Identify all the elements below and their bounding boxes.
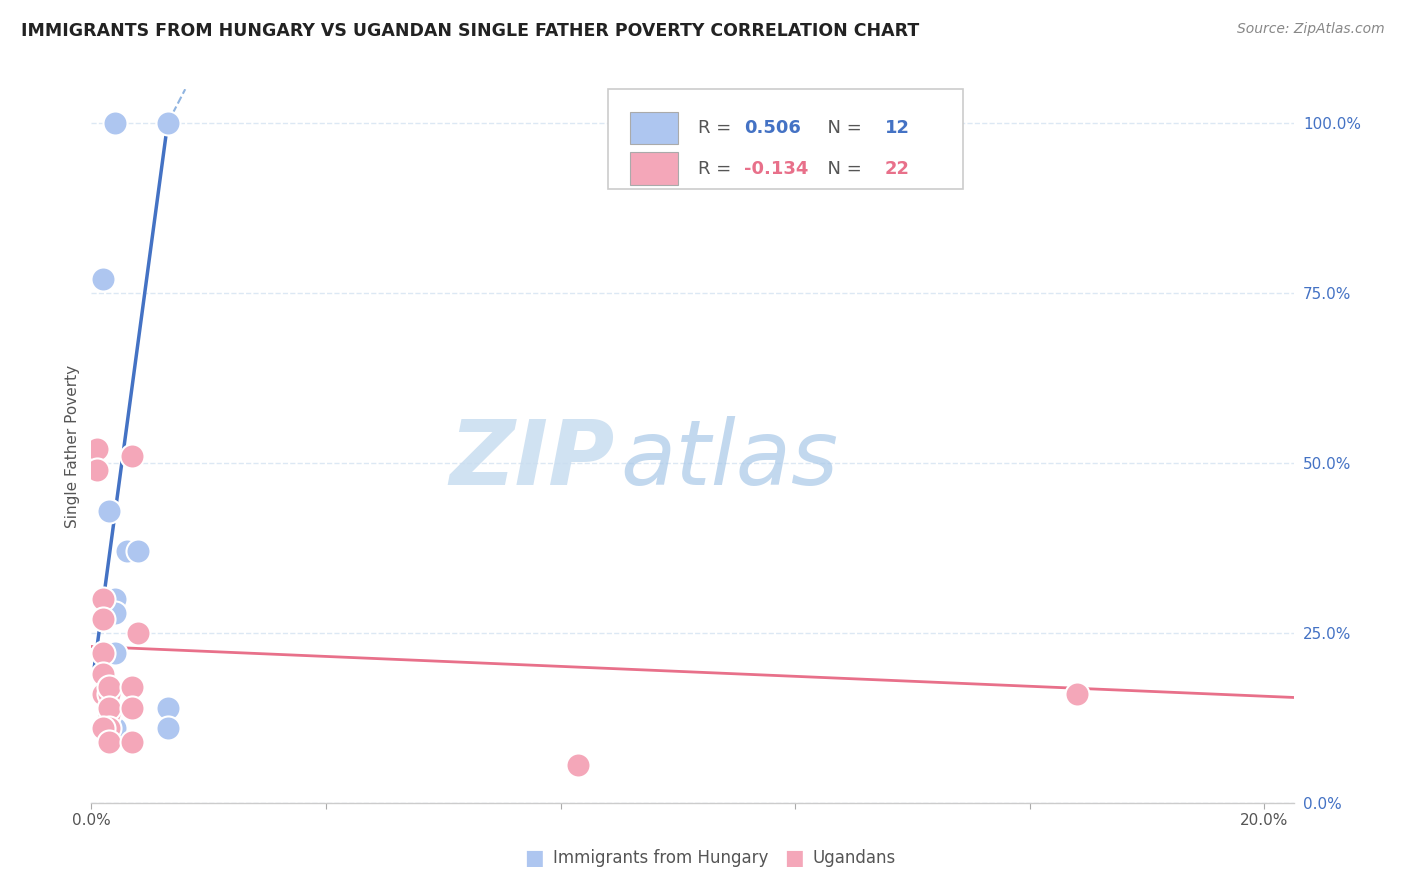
Point xyxy=(98,707,121,722)
Point xyxy=(121,700,143,714)
Point xyxy=(91,612,114,626)
Text: N =: N = xyxy=(817,119,868,137)
Text: N =: N = xyxy=(817,160,868,178)
Point xyxy=(156,116,179,130)
Point xyxy=(156,700,179,714)
Text: 12: 12 xyxy=(884,119,910,137)
Point xyxy=(121,680,143,694)
Point xyxy=(98,734,121,748)
Text: R =: R = xyxy=(699,119,738,137)
Text: ■: ■ xyxy=(785,848,804,868)
Point xyxy=(98,700,121,714)
Text: Ugandans: Ugandans xyxy=(813,849,896,867)
Point xyxy=(86,463,108,477)
Point xyxy=(91,666,114,681)
Point xyxy=(91,687,114,701)
Text: 0.506: 0.506 xyxy=(744,119,801,137)
Point xyxy=(98,680,121,694)
Point xyxy=(156,721,179,735)
Point xyxy=(127,626,149,640)
Point xyxy=(98,503,121,517)
Point xyxy=(91,591,114,606)
Point xyxy=(98,721,121,735)
Point xyxy=(104,116,127,130)
Point xyxy=(91,646,114,660)
Text: ZIP: ZIP xyxy=(449,417,614,504)
Point xyxy=(98,687,121,701)
Point xyxy=(91,272,114,286)
Text: IMMIGRANTS FROM HUNGARY VS UGANDAN SINGLE FATHER POVERTY CORRELATION CHART: IMMIGRANTS FROM HUNGARY VS UGANDAN SINGL… xyxy=(21,22,920,40)
Text: ■: ■ xyxy=(524,848,544,868)
Point xyxy=(121,734,143,748)
Point xyxy=(86,442,108,457)
Point xyxy=(1066,687,1088,701)
Point xyxy=(104,606,127,620)
Text: atlas: atlas xyxy=(620,417,838,504)
FancyBboxPatch shape xyxy=(609,89,963,189)
FancyBboxPatch shape xyxy=(630,112,678,145)
Point xyxy=(98,707,121,722)
Point xyxy=(567,758,589,772)
Text: Source: ZipAtlas.com: Source: ZipAtlas.com xyxy=(1237,22,1385,37)
Text: Immigrants from Hungary: Immigrants from Hungary xyxy=(553,849,768,867)
Point xyxy=(115,544,138,558)
Point xyxy=(127,544,149,558)
Y-axis label: Single Father Poverty: Single Father Poverty xyxy=(65,365,80,527)
Point xyxy=(104,646,127,660)
Point xyxy=(104,721,127,735)
Text: 22: 22 xyxy=(884,160,910,178)
Point xyxy=(121,449,143,463)
Point xyxy=(91,721,114,735)
Text: R =: R = xyxy=(699,160,738,178)
Point xyxy=(104,591,127,606)
Text: -0.134: -0.134 xyxy=(744,160,808,178)
FancyBboxPatch shape xyxy=(630,153,678,186)
